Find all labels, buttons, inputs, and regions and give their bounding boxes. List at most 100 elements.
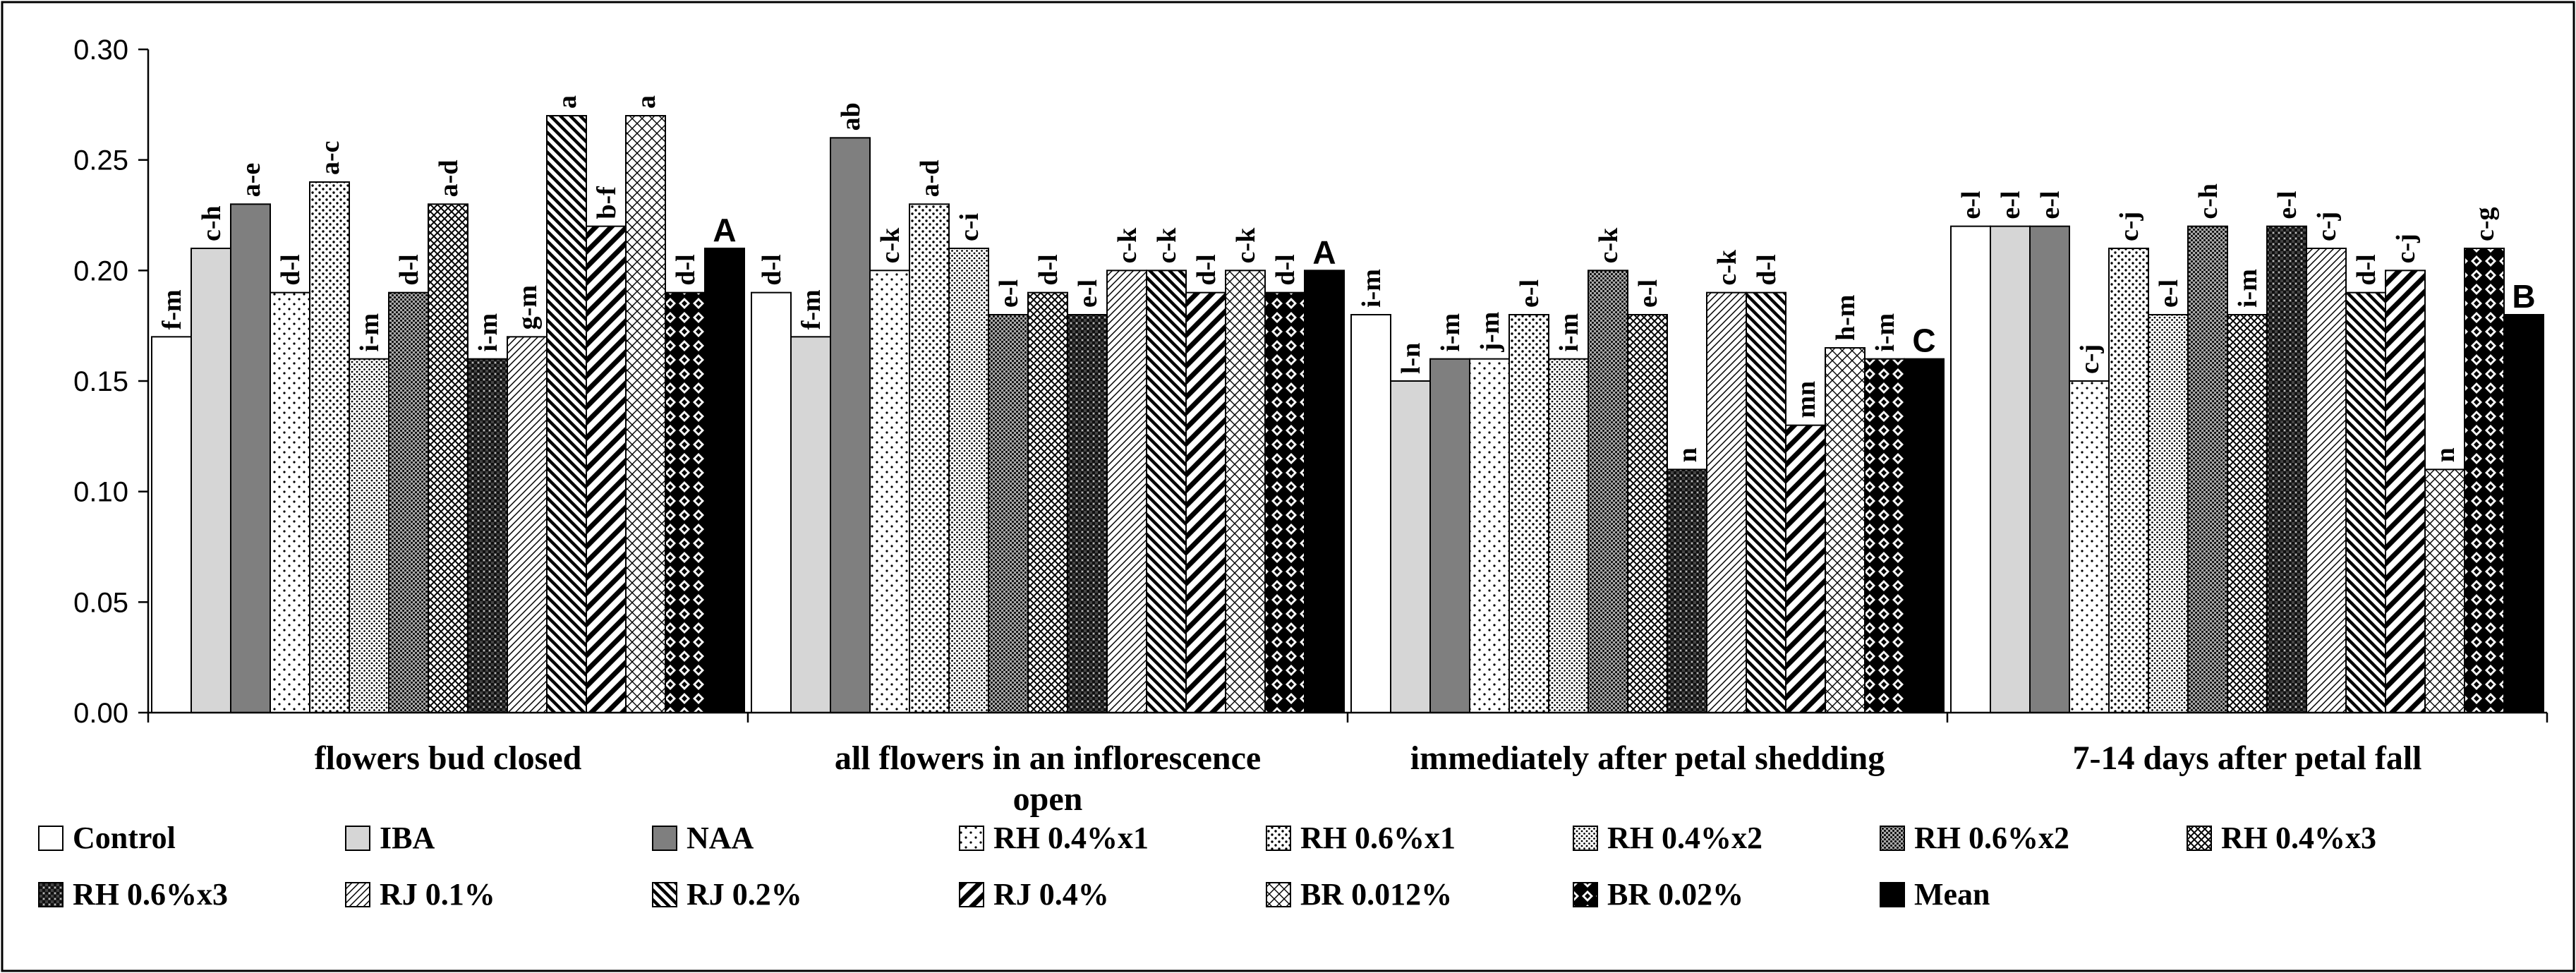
bar: [1067, 314, 1108, 713]
bar-letter-label: c-i: [955, 213, 984, 241]
legend-label: BR 0.02%: [1607, 877, 1743, 912]
bar: [2266, 225, 2307, 713]
bar: [830, 137, 871, 714]
bar: [388, 291, 429, 713]
bar-letter-label: c-k: [876, 227, 905, 264]
bar: [270, 291, 310, 713]
bar-letter-label: d-l: [1034, 254, 1063, 285]
bar-letter-label: c-j: [2312, 212, 2342, 241]
bar-letter-label: e-l: [1633, 279, 1663, 308]
bar: [1904, 358, 1945, 713]
bar-letter-label: n: [2431, 447, 2460, 462]
bar: [349, 358, 389, 713]
bar-letter-label: h-m: [1831, 295, 1861, 341]
bar: [586, 225, 627, 713]
y-tick-label: 0.15: [73, 366, 128, 397]
bar: [909, 203, 950, 714]
bar-letter-label: c-h: [2194, 183, 2223, 219]
y-tick-label: 0.25: [73, 145, 128, 176]
bar-letter-label: i-m: [473, 313, 503, 352]
bar: [665, 291, 706, 713]
bar: [1390, 380, 1431, 713]
legend-swatch: [1266, 826, 1291, 851]
legend-swatch: [38, 826, 64, 851]
bar: [507, 336, 548, 714]
bar-letter-label: c-j: [2075, 344, 2105, 374]
legend-label: RH 0.6%x1: [1300, 821, 1456, 855]
bar-letter-label: c-g: [2470, 207, 2500, 241]
category-label: 7-14 days after petal fall: [2072, 739, 2421, 777]
bar: [869, 270, 910, 714]
legend-label: RH 0.6%x2: [1914, 821, 2069, 855]
mean-letter-label: C: [1912, 322, 1935, 359]
bar-letter-label: i-m: [355, 313, 385, 352]
legend-swatch: [1573, 882, 1598, 907]
bar-letter-label: d-l: [671, 254, 701, 285]
bar: [1225, 270, 1266, 714]
bar: [2069, 380, 2110, 713]
bars: [151, 115, 2544, 714]
category-label: flowers bud closed: [315, 739, 582, 777]
legend-swatch: [345, 826, 370, 851]
bar: [1950, 225, 1991, 713]
bar: [2345, 291, 2386, 713]
bar-letter-label: b-f: [592, 186, 622, 219]
bar-letter-label: e-l: [1996, 191, 2026, 219]
bar: [1864, 358, 1905, 713]
bar-letter-label: mn: [1791, 381, 1821, 418]
legend-label: NAA: [687, 821, 754, 855]
bar: [1350, 314, 1391, 713]
bar: [948, 248, 989, 713]
y-axis: 0.00 0.05 0.10 0.15 0.20 0.25 0.30: [73, 35, 150, 729]
bar: [1027, 291, 1068, 713]
legend-label: IBA: [380, 821, 435, 855]
bar: [191, 248, 231, 713]
bar: [751, 291, 792, 713]
y-tick-label: 0.05: [73, 587, 128, 618]
bar-letter-label: d-l: [1271, 254, 1300, 285]
bar: [1990, 225, 2031, 713]
bar: [1667, 469, 1707, 713]
legend-label: RH 0.4%x2: [1607, 821, 1762, 855]
legend-label: RH 0.4%x1: [993, 821, 1149, 855]
legend-label: RJ 0.2%: [687, 877, 802, 912]
legend-label: RH 0.4%x3: [2221, 821, 2376, 855]
bar-letter-label: a-d: [434, 160, 464, 198]
legend-label: RH 0.6%x3: [73, 877, 228, 912]
legend-swatch: [652, 882, 677, 907]
legend-swatch: [2187, 826, 2212, 851]
bar: [2306, 248, 2347, 713]
bar: [1588, 270, 1628, 714]
legend-swatch: [1266, 882, 1291, 907]
legend-label: Mean: [1914, 877, 1990, 912]
bar-letter-label: c-k: [1231, 227, 1261, 264]
bar-letter-label: e-l: [1957, 191, 1986, 219]
bar-letter-label: ab: [836, 102, 866, 131]
bar-letter-label: e-l: [2154, 279, 2184, 308]
bar-letter-label: i-m: [1870, 313, 1900, 352]
bar: [1185, 291, 1226, 713]
bar: [790, 336, 831, 714]
legend-label: RJ 0.4%: [993, 877, 1109, 912]
legend-label: RJ 0.1%: [380, 877, 495, 912]
category-label: all flowers in an inflorescence: [835, 739, 1261, 777]
bar: [1825, 347, 1866, 713]
category-label: immediately after petal shedding: [1410, 739, 1885, 777]
y-tick-label: 0.00: [73, 698, 128, 729]
bar: [1429, 358, 1470, 713]
bar-letter-label: c-k: [1594, 227, 1623, 264]
x-axis: flowers bud closed all flowers in an infl…: [147, 711, 2548, 818]
bar-letter-label: j-m: [1475, 312, 1505, 353]
bar-letter-label: c-k: [1712, 249, 1742, 286]
bar: [2148, 314, 2189, 713]
bar: [546, 115, 587, 713]
bar-letter-label: f-m: [157, 289, 187, 330]
bar-letter-label: i-m: [2233, 269, 2263, 308]
bar-letter-label: l-n: [1396, 343, 1426, 374]
mean-letter-label: A: [1312, 234, 1336, 270]
legend-label: Control: [73, 821, 176, 855]
legend-swatch: [345, 882, 370, 907]
bar-letter-label: n: [1673, 447, 1703, 462]
bar: [2108, 248, 2149, 713]
